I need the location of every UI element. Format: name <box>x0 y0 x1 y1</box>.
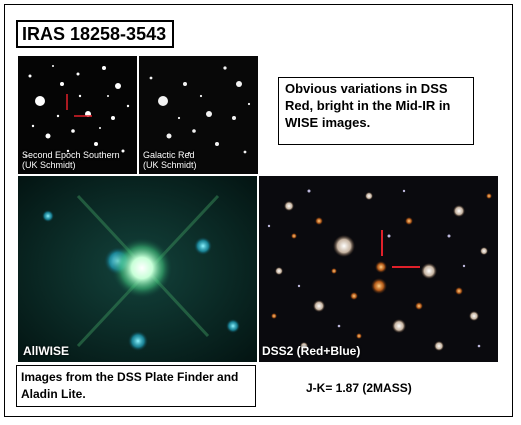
panel-allwise: AllWISE <box>18 176 257 362</box>
source-note: Images from the DSS Plate Finder and Ala… <box>16 365 256 407</box>
starfield-galactic-red <box>139 56 258 174</box>
color-index-label: J-K= 1.87 (2MASS) <box>306 381 412 395</box>
starfield-second-epoch <box>18 56 137 174</box>
caption-galactic-red-line2: (UK Schmidt) <box>143 160 197 170</box>
variation-note: Obvious variations in DSS Red, bright in… <box>278 77 474 145</box>
dss2-image <box>259 176 498 362</box>
caption-dss2: DSS2 (Red+Blue) <box>262 344 361 358</box>
caption-second-epoch-line1: Second Epoch Southern <box>22 150 120 160</box>
panel-galactic-red: Galactic Red (UK Schmidt) <box>139 56 258 174</box>
allwise-image <box>18 176 257 362</box>
panel-dss2: DSS2 (Red+Blue) <box>259 176 498 362</box>
panel-second-epoch-southern: Second Epoch Southern (UK Schmidt) <box>18 56 137 174</box>
caption-galactic-red-line1: Galactic Red <box>143 150 195 160</box>
caption-allwise: AllWISE <box>23 344 70 358</box>
figure-title: IRAS 18258-3543 <box>16 20 174 48</box>
caption-second-epoch-line2: (UK Schmidt) <box>22 160 76 170</box>
